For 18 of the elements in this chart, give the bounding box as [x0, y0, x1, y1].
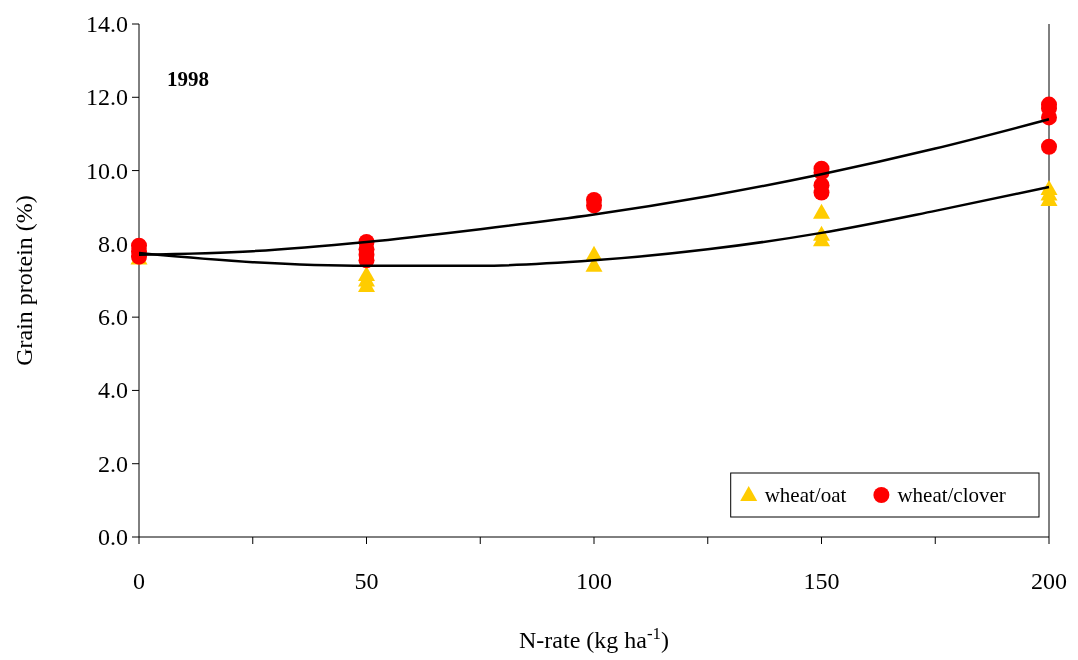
- y-tick-label: 2.0: [98, 450, 128, 477]
- x-tick-label: 100: [576, 568, 612, 594]
- y-tick-label: 10.0: [86, 157, 128, 184]
- y-tick-label: 8.0: [98, 230, 128, 257]
- x-tick-label: 200: [1031, 568, 1067, 594]
- legend-label: wheat/clover: [897, 483, 1006, 507]
- x-tick-label: 50: [354, 568, 379, 594]
- x-tick-label: 0: [133, 568, 145, 594]
- y-tick-label: 4.0: [98, 377, 128, 404]
- y-tick-label: 12.0: [86, 84, 128, 111]
- y-tick-label: 0.0: [98, 524, 128, 550]
- y-axis-title: Grain protein (%): [11, 195, 37, 366]
- annotation: 1998: [167, 67, 209, 91]
- x-axis-title: N-rate (kg ha$^{-1}$): [519, 623, 669, 653]
- y-tick-label: 14.0: [86, 11, 128, 37]
- x-tick-label: 150: [803, 568, 840, 594]
- y-tick-label: 6.0: [98, 304, 128, 331]
- legend-label: wheat/oat: [764, 483, 847, 507]
